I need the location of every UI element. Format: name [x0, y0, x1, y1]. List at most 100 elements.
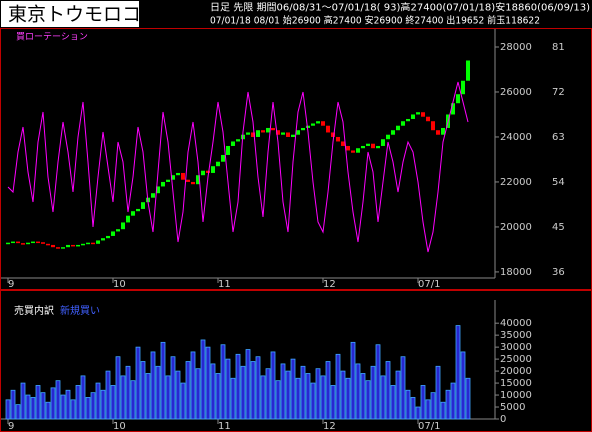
y-tick-label: 15000: [500, 378, 532, 389]
volume-bar: [200, 339, 206, 420]
candle: [36, 241, 40, 244]
volume-bar: [5, 399, 11, 420]
volume-bar: [150, 351, 156, 420]
volume-bar: [20, 382, 26, 420]
candle: [101, 238, 105, 241]
volume-bar: [410, 397, 416, 420]
candle: [411, 114, 415, 119]
y-tick-label: 24000: [500, 132, 532, 143]
volume-bar: [435, 365, 441, 420]
y-tick-label: 0: [500, 414, 506, 425]
title: 東京トウモロコシ: [8, 4, 160, 26]
volume-bar: [315, 368, 321, 420]
volume-bar: [125, 365, 131, 420]
volume-bar: [130, 380, 136, 420]
candle: [166, 179, 170, 182]
candle: [431, 121, 435, 131]
volume-bar: [135, 346, 141, 420]
volume-bar: [270, 351, 276, 420]
volume-bar: [165, 375, 171, 420]
candle: [286, 132, 290, 137]
volume-bar: [450, 382, 456, 420]
candle: [236, 139, 240, 142]
candle: [156, 186, 160, 194]
candle: [256, 130, 260, 137]
x-tick-label: 12: [323, 421, 336, 432]
candle: [56, 247, 60, 249]
header-line: 日足 先限 期間06/08/31〜07/01/18( 93)高27400(07/…: [210, 2, 590, 14]
candle: [451, 103, 455, 115]
volume-bar: [35, 385, 41, 420]
candle: [341, 141, 345, 146]
candle: [276, 130, 280, 135]
volume-bar: [325, 361, 331, 420]
candle: [51, 244, 55, 248]
candle: [336, 136, 340, 142]
candle: [386, 134, 390, 140]
x-tick-label: 10: [113, 421, 126, 432]
volume-bar: [365, 380, 371, 420]
volume-bar: [350, 341, 356, 420]
y2-tick-label: 63: [552, 132, 565, 143]
x-tick-label: 9: [8, 421, 14, 432]
volume-bar: [175, 370, 181, 420]
volume-bar: [335, 353, 341, 420]
volume-bar: [45, 401, 51, 420]
volume-bar: [235, 353, 241, 420]
volume-bar: [290, 358, 296, 420]
candle: [81, 243, 85, 246]
candle: [441, 127, 445, 135]
volume-bar: [30, 397, 36, 420]
y-tick-label: 22000: [500, 177, 532, 188]
candle: [391, 130, 395, 135]
volume-bar: [260, 375, 266, 420]
volume-bar: [90, 392, 96, 420]
volume-bar: [285, 370, 291, 420]
volume-bar: [375, 344, 381, 420]
candle: [456, 94, 460, 104]
candle: [116, 229, 120, 232]
candle: [401, 121, 405, 126]
candle: [311, 123, 315, 126]
candle: [426, 116, 430, 122]
volume-bar: [195, 368, 201, 420]
y-tick-label: 25000: [500, 354, 532, 365]
y2-tick-label: 45: [552, 222, 565, 233]
volume-bar: [50, 387, 56, 420]
volume-bar: [345, 377, 351, 420]
volume-bar: [40, 392, 46, 420]
candle: [11, 241, 15, 244]
volume-bar: [420, 385, 426, 420]
candle: [86, 242, 90, 245]
volume-bar: [300, 365, 306, 420]
volume-bar: [205, 346, 211, 420]
candle: [301, 127, 305, 131]
candle: [416, 112, 420, 115]
candle: [226, 145, 230, 155]
candle: [126, 215, 130, 223]
candle: [61, 247, 65, 249]
y2-tick-label: 72: [552, 87, 565, 98]
candle: [306, 125, 310, 128]
candle: [21, 243, 25, 245]
candle: [291, 134, 295, 137]
volume-bar: [215, 373, 221, 420]
candle: [26, 242, 30, 245]
candle: [296, 130, 300, 135]
volume-bar: [355, 363, 361, 420]
volume-bar: [275, 380, 281, 420]
volume-bar: [230, 377, 236, 420]
candle: [231, 141, 235, 146]
volume-bar: [80, 375, 86, 420]
volume-bar: [440, 401, 446, 420]
volume-bar: [60, 394, 66, 420]
volume-bar: [320, 375, 326, 420]
candle: [201, 170, 205, 176]
volume-bar: [105, 370, 111, 420]
candle: [71, 244, 75, 247]
volume-bar: [220, 344, 226, 420]
candle: [41, 242, 45, 244]
candle: [261, 130, 265, 133]
line-series: [7, 81, 469, 253]
